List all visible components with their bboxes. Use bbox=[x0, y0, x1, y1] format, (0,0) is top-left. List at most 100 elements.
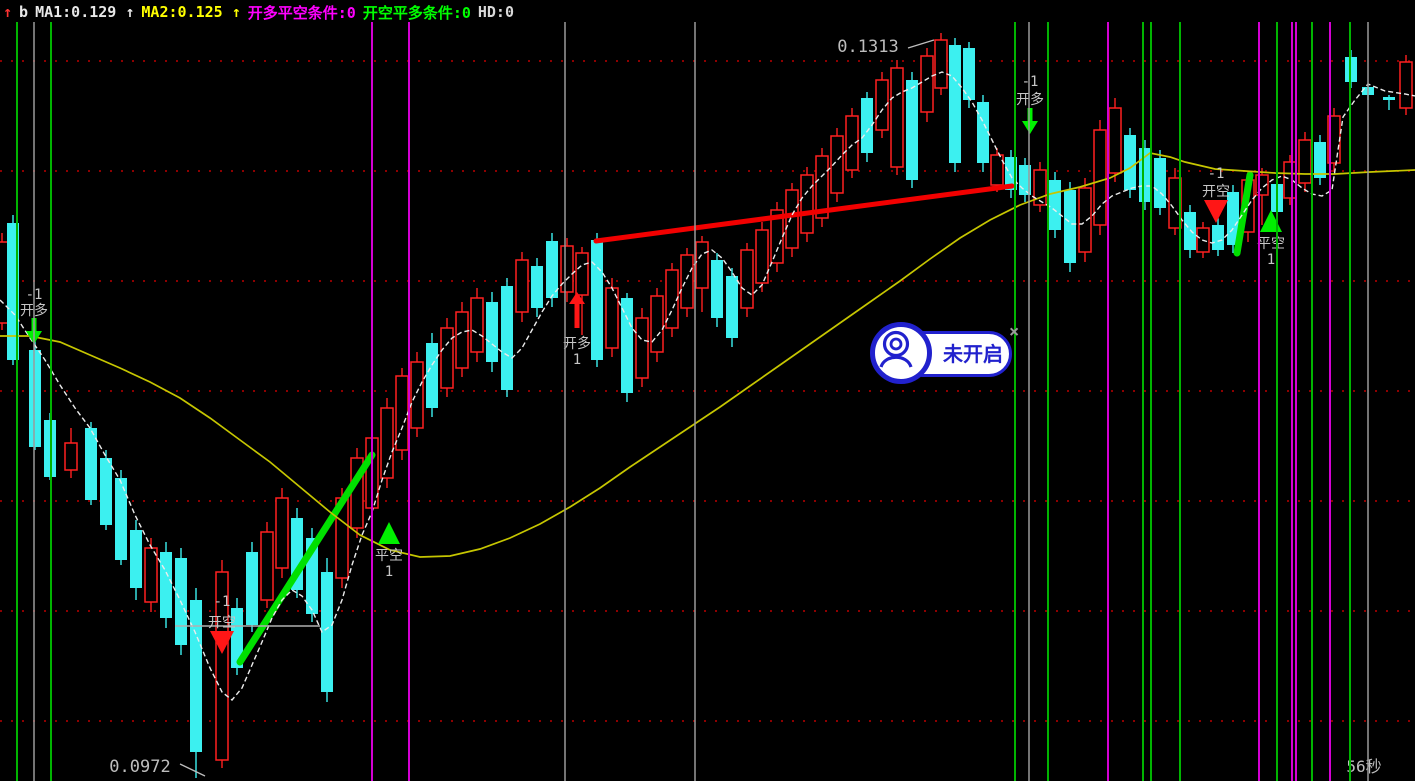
open-short-triangle-icon bbox=[210, 631, 234, 654]
candlestick-down bbox=[977, 102, 989, 163]
candlestick-up bbox=[755, 229, 769, 284]
candlestick-up bbox=[440, 327, 454, 389]
candlestick-down bbox=[321, 572, 333, 692]
candlestick-down bbox=[486, 302, 498, 362]
signal-label: 1 bbox=[385, 564, 393, 580]
candlestick-up bbox=[845, 115, 859, 171]
candlestick-down bbox=[621, 298, 633, 393]
trend-line bbox=[236, 451, 376, 666]
candlestick-up bbox=[560, 245, 574, 293]
indicator-header: ↑ b MA1:0.129 ↑ MA2:0.125 ↑ 开多平空条件:0 开空平多条件:0… bbox=[3, 2, 521, 22]
candlestick-down bbox=[1064, 190, 1076, 263]
candlestick-up bbox=[920, 55, 934, 113]
header-segment: MA1:0.129 ↑ bbox=[35, 3, 135, 21]
candlestick-up bbox=[64, 442, 78, 471]
candlestick-down bbox=[1314, 142, 1326, 178]
signal-label: -1 bbox=[214, 594, 231, 610]
candlestick-down bbox=[160, 552, 172, 618]
high-price-label: 0.1313 bbox=[837, 37, 898, 57]
candlestick-down bbox=[100, 458, 112, 525]
open-short-triangle-icon bbox=[1204, 200, 1228, 223]
sell-arrow-icon bbox=[1022, 121, 1038, 134]
candlestick-down bbox=[711, 260, 723, 318]
close-icon[interactable]: × bbox=[1009, 322, 1020, 342]
signal-label: 平空 bbox=[375, 548, 403, 564]
candlestick-up bbox=[830, 135, 844, 194]
candlestick-up bbox=[1078, 187, 1092, 253]
candlestick-down bbox=[501, 286, 513, 390]
candlestick-up bbox=[990, 154, 1004, 186]
candlestick-up bbox=[260, 531, 274, 601]
trend-line bbox=[593, 183, 1015, 244]
candlestick-up bbox=[875, 79, 889, 131]
candlestick-down bbox=[426, 343, 438, 408]
candlestick-down bbox=[190, 600, 202, 752]
candlestick-up bbox=[0, 241, 9, 324]
buy-arrow-icon bbox=[574, 304, 580, 328]
candlestick-up bbox=[680, 254, 694, 309]
candlestick-down bbox=[906, 80, 918, 180]
candlestick-down bbox=[949, 45, 961, 163]
signal-label: -1 bbox=[1022, 74, 1039, 90]
candlestick-down bbox=[861, 98, 873, 153]
candlestick-down bbox=[591, 240, 603, 360]
badge-label: 未开启 bbox=[943, 342, 1003, 366]
candlestick-up bbox=[934, 39, 948, 89]
assistant-overlay-badge[interactable]: 未开启 × bbox=[870, 320, 1026, 388]
low-price-label: 0.0972 bbox=[109, 757, 170, 777]
candlestick-down bbox=[963, 48, 975, 100]
candlestick-up bbox=[695, 241, 709, 289]
label-leader-line bbox=[179, 763, 206, 777]
candlestick-up bbox=[410, 361, 424, 429]
candlestick-up bbox=[665, 269, 679, 329]
webcam-person-icon[interactable] bbox=[870, 322, 932, 384]
candlestick-up bbox=[1108, 107, 1122, 174]
webcam-person-glyph bbox=[879, 330, 913, 368]
header-segment: HD:0 bbox=[477, 3, 514, 21]
candlestick-up bbox=[815, 155, 829, 219]
candlestick-down bbox=[531, 266, 543, 308]
candlestick-up bbox=[1399, 61, 1413, 109]
candlestick-down bbox=[29, 350, 41, 447]
candlestick-up bbox=[740, 249, 754, 309]
candlestick-down bbox=[1383, 97, 1395, 100]
candlestick-up bbox=[395, 375, 409, 451]
header-segment: ↑ bbox=[3, 3, 13, 21]
candlestick-down bbox=[546, 241, 558, 298]
close-short-triangle-icon bbox=[1260, 210, 1282, 232]
header-segment: 开多平空条件:0 bbox=[247, 3, 356, 22]
ma1-line bbox=[0, 71, 1415, 701]
close-short-triangle-icon bbox=[378, 522, 400, 544]
candlestick-down bbox=[85, 428, 97, 500]
candlestick-up bbox=[455, 311, 469, 369]
signal-label: 平空 bbox=[1257, 236, 1285, 252]
candlestick-down bbox=[726, 276, 738, 338]
candlestick-up bbox=[275, 497, 289, 569]
candlestick-down bbox=[231, 608, 243, 668]
candlestick-down bbox=[1184, 212, 1196, 250]
candlestick-up bbox=[650, 295, 664, 353]
candlestick-down bbox=[1154, 158, 1166, 208]
header-segment: b bbox=[19, 3, 29, 21]
candlestick-up bbox=[380, 407, 394, 479]
candlestick-up bbox=[1283, 161, 1297, 199]
signal-label: 1 bbox=[1267, 252, 1275, 268]
candlestick-down bbox=[1049, 180, 1061, 230]
candlestick-up bbox=[515, 259, 529, 313]
candlestick-down bbox=[246, 552, 258, 625]
candlestick-up bbox=[890, 67, 904, 168]
header-segment: MA2:0.125 ↑ bbox=[141, 3, 241, 21]
candlestick-up bbox=[1298, 139, 1312, 184]
label-leader-line bbox=[907, 39, 935, 49]
signal-label: 开空 bbox=[1202, 184, 1230, 200]
signal-label: -1 bbox=[1208, 166, 1225, 182]
candlestick-up bbox=[1093, 129, 1107, 226]
candlestick-up bbox=[575, 252, 589, 296]
candlestick-down bbox=[1212, 225, 1224, 250]
candlestick-down bbox=[130, 530, 142, 588]
header-segment: 开空平多条件:0 bbox=[362, 3, 471, 22]
signal-label: 开多 bbox=[563, 335, 591, 352]
candlestick-up bbox=[800, 174, 814, 234]
